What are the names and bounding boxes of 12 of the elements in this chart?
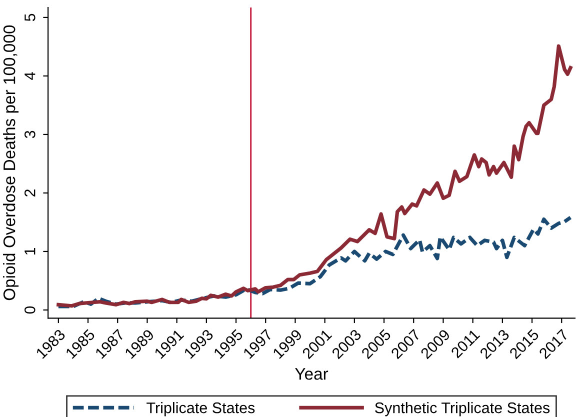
line-series	[56, 44, 572, 308]
y-tick-label: 5	[24, 14, 36, 22]
y-tick-label: 2	[24, 189, 36, 196]
y-tick-label: 1	[24, 248, 36, 255]
line-series	[56, 216, 572, 308]
y-axis-title: Opioid Overdose Deaths per 100,000	[3, 25, 19, 300]
legend-label: Synthetic Triplicate States	[375, 402, 550, 416]
x-axis-title: Year	[295, 368, 328, 380]
y-tick-label: 3	[24, 130, 36, 138]
y-tick-label: 0	[24, 306, 36, 314]
legend-label: Triplicate States	[146, 402, 255, 416]
y-tick-label: 4	[24, 72, 36, 80]
